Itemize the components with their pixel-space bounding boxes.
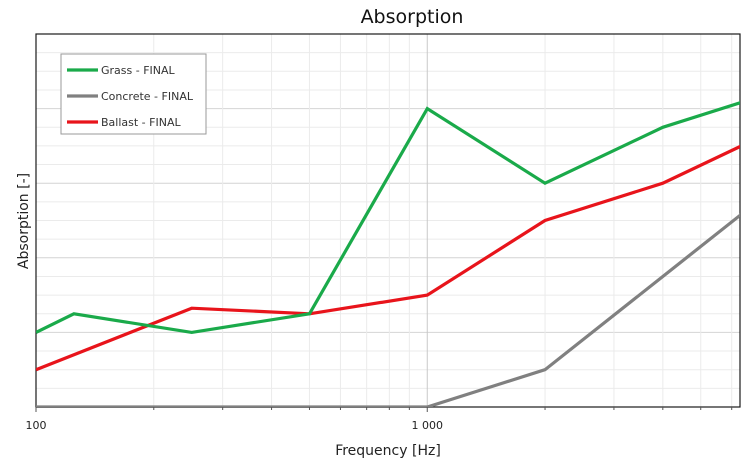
legend: Grass - FINAL Concrete - FINAL Ballast - F… (60, 53, 207, 135)
chart-title: Absorption (361, 6, 464, 28)
series-line-grass-final (36, 101, 740, 335)
legend-label: Grass - FINAL (101, 64, 176, 77)
x-axis-ticks: 100 1 000 (26, 407, 733, 432)
series-line-ballast-final (36, 144, 740, 372)
x-axis-label: Frequency [Hz] (335, 443, 441, 459)
legend-label: Ballast - FINAL (101, 116, 181, 129)
series-lines (36, 101, 740, 407)
series-line-concrete-final (36, 213, 740, 407)
x-tick-label: 100 (26, 419, 47, 432)
x-tick-label: 1 000 (412, 419, 444, 432)
legend-label: Concrete - FINAL (101, 90, 194, 103)
y-axis-label: Absorption [-] (16, 173, 32, 269)
